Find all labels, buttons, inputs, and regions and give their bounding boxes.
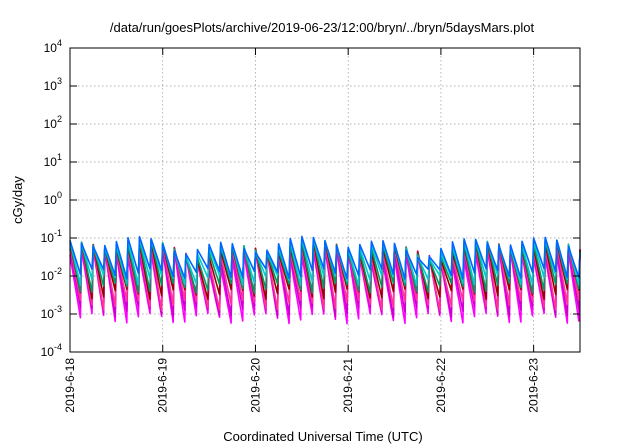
grid [70, 48, 580, 352]
y-tick-label: 101 [44, 152, 62, 169]
x-tick-label: 2019-6-18 [63, 358, 77, 413]
x-tick-label: 2019-6-20 [248, 358, 262, 413]
x-tick-label: 2019-6-23 [527, 358, 541, 413]
y-axis: 10-4 10-3 10-2 10-1 100 101 102 103 104 [41, 38, 580, 359]
series-line [69, 235, 581, 280]
x-axis-label: Coordinated Universal Time (UTC) [223, 429, 422, 444]
y-tick-label: 10-2 [41, 266, 62, 283]
y-tick-label: 10-3 [41, 304, 62, 321]
x-tick-label: 2019-6-22 [434, 358, 448, 413]
y-tick-label: 102 [44, 114, 62, 131]
x-tick-label: 2019-6-21 [341, 358, 355, 413]
y-tick-label: 100 [44, 190, 62, 207]
y-tick-label: 103 [44, 76, 62, 93]
x-axis: 2019-6-18 2019-6-19 2019-6-20 2019-6-21 2019… [63, 48, 541, 413]
y-tick-label: 10-4 [41, 342, 62, 359]
x-tick-label: 2019-6-19 [156, 358, 170, 413]
y-tick-label: 10-1 [41, 228, 62, 245]
chart-title: /data/run/goesPlots/archive/2019-06-23/1… [110, 20, 535, 35]
y-tick-label: 104 [44, 38, 62, 55]
y-axis-label: cGy/day [10, 176, 25, 224]
series-group [69, 235, 581, 325]
